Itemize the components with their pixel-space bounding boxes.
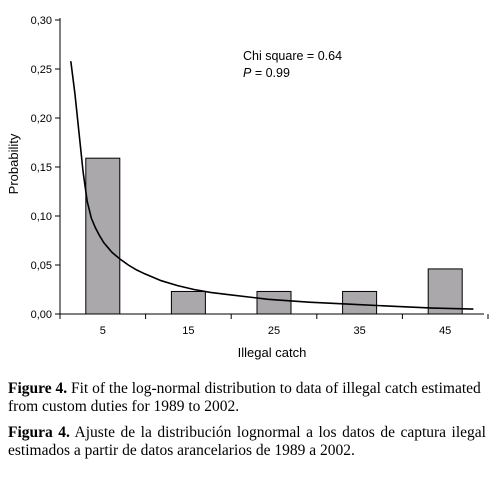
x-tick-label: 25 [268, 325, 280, 337]
y-tick-label: 0,15 [31, 162, 52, 174]
bars [85, 157, 463, 315]
x-tick-label: 35 [353, 325, 365, 337]
p-value-annotation: P = 0.99 [243, 66, 290, 80]
y-axis-ticks: 0,00 0,05 0,10 0,15 0,20 0,25 0,30 [31, 15, 60, 321]
bar [170, 290, 206, 315]
x-tick-label: 15 [182, 325, 194, 337]
bar [427, 268, 463, 315]
bar [342, 290, 378, 315]
caption-spanish-label: Figura 4. [8, 424, 70, 441]
x-axis-ticks: 5 15 25 35 45 [59, 314, 489, 337]
caption-english-text: Fit of the log-normal distribution to da… [8, 380, 481, 415]
y-tick-label: 0,25 [31, 64, 52, 76]
y-tick-label: 0,30 [31, 15, 52, 27]
caption-english-label: Figure 4. [8, 380, 68, 397]
y-tick-label: 0,05 [31, 260, 52, 272]
lognormal-fit-curve [70, 61, 474, 310]
chi-square-annotation: Chi square = 0.64 [243, 49, 342, 63]
y-axis-title: Probability [6, 133, 21, 194]
y-tick-label: 0,20 [31, 113, 52, 125]
caption-spanish: Figura 4. Ajuste de la distribución logn… [8, 424, 486, 460]
p-label: P [243, 66, 252, 80]
bar [85, 157, 121, 315]
x-tick-label: 45 [439, 325, 451, 337]
bar [256, 290, 292, 315]
y-tick-label: 0,00 [31, 309, 52, 321]
p-value: = 0.99 [251, 66, 290, 80]
y-tick-label: 0,10 [31, 211, 52, 223]
caption-english: Figure 4. Fit of the log-normal distribu… [8, 380, 486, 416]
chart-figure: 0,00 0,05 0,10 0,15 0,20 0,25 0,30 5 15 25 35 45 P… [6, 15, 489, 360]
x-axis-title: Illegal catch [238, 345, 307, 360]
x-tick-label: 5 [100, 325, 106, 337]
caption-spanish-text: Ajuste de la distribución lognormal a lo… [8, 424, 486, 459]
